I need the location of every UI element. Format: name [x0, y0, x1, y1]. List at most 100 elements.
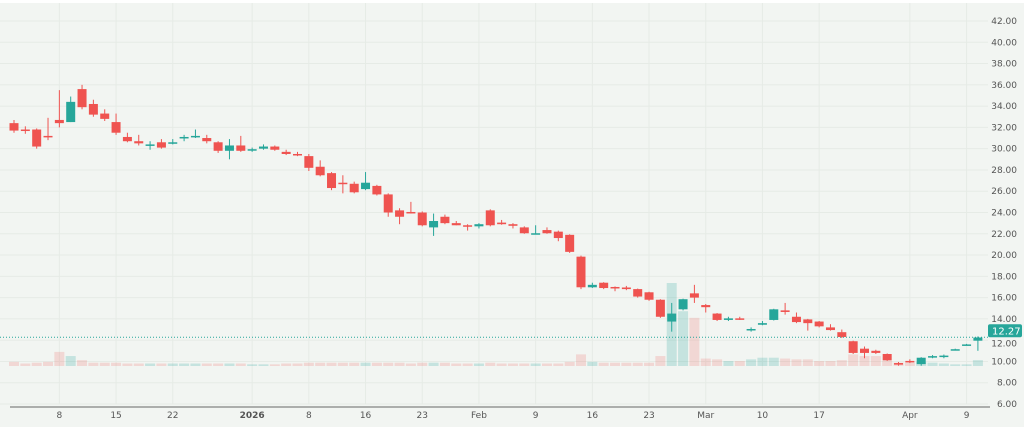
candle [916, 357, 926, 366]
candle [395, 208, 405, 225]
candle-body [791, 316, 801, 323]
candle [485, 209, 495, 227]
volume-bar [31, 362, 42, 366]
volume-bar [167, 363, 178, 366]
volume-bar [678, 311, 689, 366]
candle-body [837, 332, 847, 337]
volume-bar [77, 360, 88, 366]
price-tick-label: 22.00 [991, 230, 1017, 240]
volume-bar [326, 362, 337, 366]
candle-body [814, 321, 824, 327]
candle [327, 172, 337, 191]
candle [54, 90, 64, 128]
candle [973, 336, 983, 351]
candle-body [43, 135, 53, 138]
volume-bar [689, 317, 700, 366]
date-tick-label: 8 [306, 411, 312, 421]
volume-bar [791, 359, 802, 366]
volume-bar [950, 364, 961, 366]
candle [451, 221, 461, 226]
candle-body [939, 355, 949, 358]
candle-body [66, 101, 76, 123]
candle [769, 308, 779, 321]
volume-bar [201, 363, 212, 366]
candle [825, 324, 835, 331]
candle-body [156, 142, 166, 148]
candle-body [848, 341, 858, 353]
price-tick-label: 28.00 [991, 166, 1017, 176]
candle [644, 291, 654, 301]
volume-bar [405, 363, 416, 366]
date-tick-label: 2026 [240, 411, 265, 421]
candle-body [735, 318, 745, 320]
volume-bar [848, 354, 859, 366]
candle-body [9, 123, 19, 131]
candle-body [349, 183, 359, 193]
candle [837, 329, 847, 339]
price-tick-label: 16.00 [991, 294, 1017, 304]
candle-body [440, 216, 450, 224]
candle-body [54, 119, 64, 124]
candle [599, 282, 609, 290]
candle-body [542, 230, 552, 234]
volume-bar [712, 359, 723, 366]
candle [905, 359, 915, 364]
candle-body [757, 323, 767, 325]
volume-bar [882, 361, 893, 366]
price-tick-label: 36.00 [991, 81, 1017, 91]
candle-body [519, 227, 529, 234]
volume-bar [485, 362, 496, 366]
price-tick-label: 24.00 [991, 209, 1017, 219]
volume-bar [734, 361, 745, 366]
candle-body [20, 129, 30, 132]
volume-bar [587, 361, 598, 366]
volume-bar [972, 360, 983, 366]
candle-body [803, 319, 813, 324]
candle-body [463, 225, 473, 227]
last-price-label: 12.27 [992, 326, 1021, 337]
volume-bar [428, 362, 439, 366]
candle-body [701, 305, 711, 308]
candle-body [270, 146, 280, 150]
candle-body [723, 318, 733, 320]
candle [338, 175, 348, 194]
volume-bar [247, 364, 258, 366]
candle-body [769, 309, 779, 320]
candle [712, 313, 722, 322]
candle [77, 84, 87, 110]
top-toolbar-strip [0, 0, 1024, 3]
volume-bar [473, 363, 484, 366]
volume-bar [768, 357, 779, 366]
candle [202, 134, 212, 144]
volume-bar [757, 357, 768, 366]
candle-body [882, 353, 892, 361]
candle-body [497, 222, 507, 225]
candle-body [258, 146, 268, 149]
volume-bar [598, 362, 609, 366]
candle-body [962, 344, 972, 346]
candle [383, 193, 393, 217]
volume-bar [394, 362, 405, 366]
candle [791, 312, 801, 324]
candle [20, 126, 30, 134]
candle-body [780, 310, 790, 312]
candle-body [871, 350, 881, 353]
volume-bar [269, 364, 280, 366]
candle [735, 316, 745, 320]
candle-body [576, 256, 586, 288]
volume-bar [576, 354, 586, 366]
candle [860, 346, 869, 359]
candle [66, 96, 76, 123]
candle [179, 134, 189, 142]
candle [701, 303, 711, 313]
volume-bar [802, 359, 813, 366]
gridlines [0, 3, 988, 405]
candle-body [950, 349, 960, 351]
volume-bar [360, 362, 371, 366]
candle-body [508, 224, 518, 226]
candle-body [338, 182, 348, 185]
candle [270, 145, 280, 151]
candle [224, 139, 234, 160]
candle [100, 109, 110, 122]
